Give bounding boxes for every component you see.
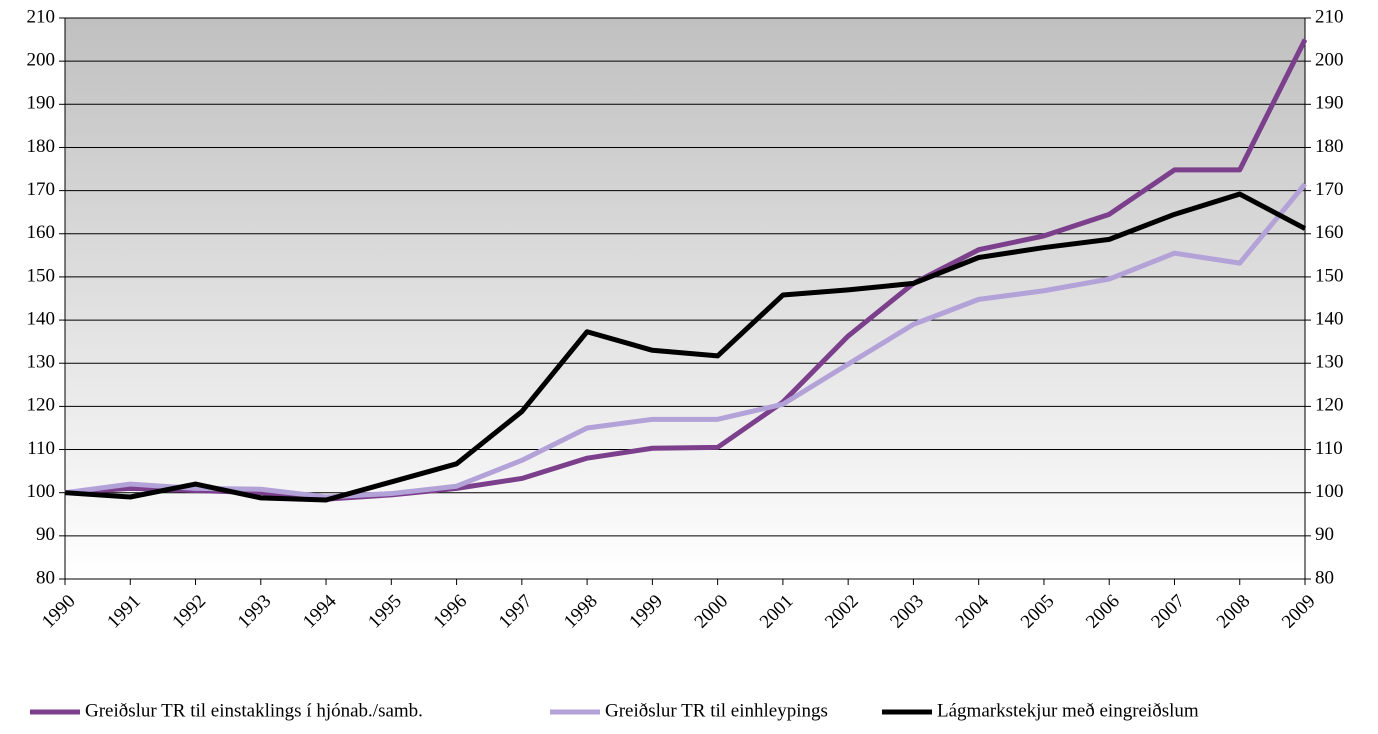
y2-tick-label: 120: [1315, 395, 1344, 416]
x-tick-label: 1990: [38, 591, 80, 633]
x-tick-label: 2004: [952, 590, 994, 632]
y-tick-label: 150: [27, 265, 56, 286]
y-tick-label: 130: [27, 352, 56, 373]
y-tick-label: 190: [27, 93, 56, 114]
y-tick-label: 180: [27, 136, 56, 157]
x-tick-label: 2001: [756, 591, 798, 633]
x-tick-label: 2003: [886, 591, 928, 633]
y-tick-label: 110: [27, 438, 55, 459]
series-line: [64, 38, 1308, 502]
y-tick-label: 160: [27, 222, 56, 243]
y-tick-label: 140: [27, 308, 56, 329]
x-tick-label: 1993: [234, 591, 276, 633]
x-tick-label: 2008: [1213, 591, 1255, 633]
x-tick-label: 2009: [1278, 591, 1320, 633]
x-tick-label: 2000: [691, 591, 733, 633]
x-tick-label: 2002: [821, 591, 863, 633]
y2-tick-label: 140: [1315, 308, 1344, 329]
x-tick-label: 1996: [429, 591, 471, 633]
y2-tick-label: 110: [1315, 438, 1343, 459]
x-tick-label: 2005: [1017, 591, 1059, 633]
legend-label: Greiðslur TR til einstaklings í hjónab./…: [85, 700, 423, 721]
x-tick-label: 1997: [495, 591, 537, 633]
legend-label: Lágmarkstekjur með eingreiðslum: [937, 700, 1199, 721]
x-tick-label: 1992: [168, 591, 210, 633]
y-tick-label: 200: [27, 50, 56, 71]
y2-tick-label: 150: [1315, 265, 1344, 286]
y-tick-label: 90: [36, 524, 55, 545]
y2-tick-label: 90: [1315, 524, 1334, 545]
x-tick-label: 1998: [560, 591, 602, 633]
y2-tick-label: 200: [1315, 50, 1344, 71]
y-tick-label: 170: [27, 179, 56, 200]
y2-tick-label: 80: [1315, 567, 1334, 588]
x-tick-label: 1991: [103, 591, 145, 633]
x-tick-label: 1999: [625, 591, 667, 633]
x-tick-label: 1995: [364, 591, 406, 633]
x-tick-label: 2007: [1147, 591, 1189, 633]
y-tick-label: 210: [27, 6, 56, 27]
legend-label: Greiðslur TR til einhleypings: [605, 700, 828, 721]
y2-tick-label: 210: [1315, 6, 1344, 27]
y2-tick-label: 100: [1315, 481, 1344, 502]
y2-tick-label: 130: [1315, 352, 1344, 373]
series-line: [64, 182, 1307, 500]
x-tick-label: 1994: [299, 590, 341, 632]
y-tick-label: 120: [27, 395, 56, 416]
plot-area: [65, 18, 1305, 579]
series-line: [64, 191, 1307, 503]
y2-tick-label: 190: [1315, 93, 1344, 114]
y-tick-label: 80: [36, 567, 55, 588]
x-tick-label: 2006: [1082, 591, 1124, 633]
y2-tick-label: 180: [1315, 136, 1344, 157]
y2-tick-label: 170: [1315, 179, 1344, 200]
y2-tick-label: 160: [1315, 222, 1344, 243]
y-tick-label: 100: [27, 481, 56, 502]
